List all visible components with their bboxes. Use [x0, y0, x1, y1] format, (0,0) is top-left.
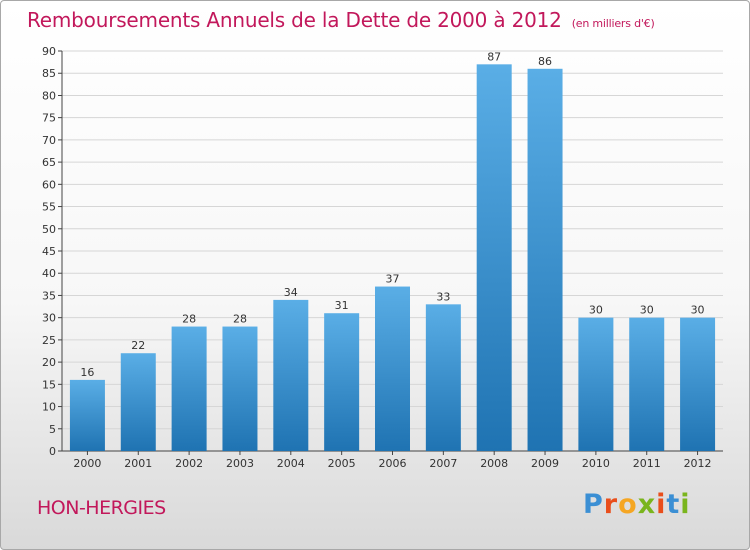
y-tick-label: 10	[42, 401, 56, 414]
y-tick-label: 90	[42, 45, 56, 58]
chart-title: Remboursements Annuels de la Dette de 20…	[27, 8, 655, 32]
x-tick-label-2006: 2006	[379, 457, 407, 470]
data-label-2002: 28	[182, 313, 196, 326]
logo-letter: r	[603, 489, 619, 520]
logo-letter: t	[666, 489, 681, 520]
bar-2001	[120, 353, 156, 451]
town-name: HON-HERGIES	[37, 497, 166, 519]
x-tick-label-2000: 2000	[73, 457, 101, 470]
data-label-2010: 30	[589, 304, 603, 317]
y-tick-label: 15	[42, 378, 56, 391]
logo-letter: i	[656, 489, 667, 520]
bars	[69, 64, 716, 452]
bar-2004	[273, 299, 309, 451]
chart-unit: (en milliers d'€)	[571, 17, 655, 30]
bar-2008	[476, 64, 512, 452]
x-tick-label-2004: 2004	[277, 457, 305, 470]
y-tick-label: 65	[42, 156, 56, 169]
bar-2002	[171, 326, 207, 451]
y-tick-label: 70	[42, 134, 56, 147]
y-tick-label: 80	[42, 89, 56, 102]
axes: 0 5 10 15 20 25 30 35 40 45 50 55 60 65 70 75 80 85 90 2000…	[42, 45, 723, 470]
data-label-2009: 86	[538, 55, 552, 68]
bar-2003	[222, 326, 258, 451]
y-tick-label: 55	[42, 201, 56, 214]
bar-2000	[69, 379, 105, 451]
bar-2007	[425, 304, 461, 451]
bar-2011	[629, 317, 665, 451]
y-tick-label: 5	[49, 423, 56, 436]
x-tick-label-2001: 2001	[124, 457, 152, 470]
data-label-2006: 37	[386, 273, 400, 286]
data-label-2000: 16	[80, 366, 94, 379]
data-label-2005: 31	[335, 299, 349, 312]
data-label-2012: 30	[691, 304, 705, 317]
x-tick-label-2008: 2008	[480, 457, 508, 470]
y-tick-label: 85	[42, 67, 56, 80]
y-tick-label: 60	[42, 178, 56, 191]
y-tick-label: 0	[49, 445, 56, 458]
data-label-2011: 30	[640, 304, 654, 317]
bar-2009	[527, 68, 563, 452]
y-tick-label: 40	[42, 267, 56, 280]
y-tick-label: 45	[42, 245, 56, 258]
x-tick-label-2009: 2009	[531, 457, 559, 470]
y-tick-label: 25	[42, 334, 56, 347]
x-tick-label-2003: 2003	[226, 457, 254, 470]
y-tick-label: 20	[42, 356, 56, 369]
x-tick-label-2007: 2007	[429, 457, 457, 470]
x-tick-label-2011: 2011	[633, 457, 661, 470]
y-tick-label: 50	[42, 223, 56, 236]
chart-title-text: Remboursements Annuels de la Dette de 20…	[27, 8, 562, 32]
bar-2006	[375, 286, 410, 451]
data-label-2008: 87	[487, 50, 501, 63]
proxiti-logo[interactable]: Proxiti	[583, 489, 691, 520]
y-tick-label: 30	[42, 312, 56, 325]
logo-letter: P	[583, 489, 604, 520]
x-tick-label-2010: 2010	[582, 457, 610, 470]
logo-letter: i	[680, 489, 691, 520]
data-label-2004: 34	[284, 286, 298, 299]
bar-2012	[680, 317, 716, 451]
logo-letter: o	[618, 489, 638, 520]
y-tick-label: 35	[42, 289, 56, 302]
data-label-2001: 22	[131, 339, 145, 352]
x-tick-label-2005: 2005	[328, 457, 356, 470]
x-tick-label-2012: 2012	[684, 457, 712, 470]
data-label-2003: 28	[233, 313, 247, 326]
y-tick-label: 75	[42, 112, 56, 125]
x-tick-label-2002: 2002	[175, 457, 203, 470]
data-labels: 16 22 28 28 34 31 37 33 87 86 30 30 30	[80, 50, 704, 379]
bar-2005	[324, 313, 360, 451]
data-label-2007: 33	[436, 290, 450, 303]
logo-letter: x	[637, 489, 657, 520]
bar-2010	[578, 317, 614, 451]
